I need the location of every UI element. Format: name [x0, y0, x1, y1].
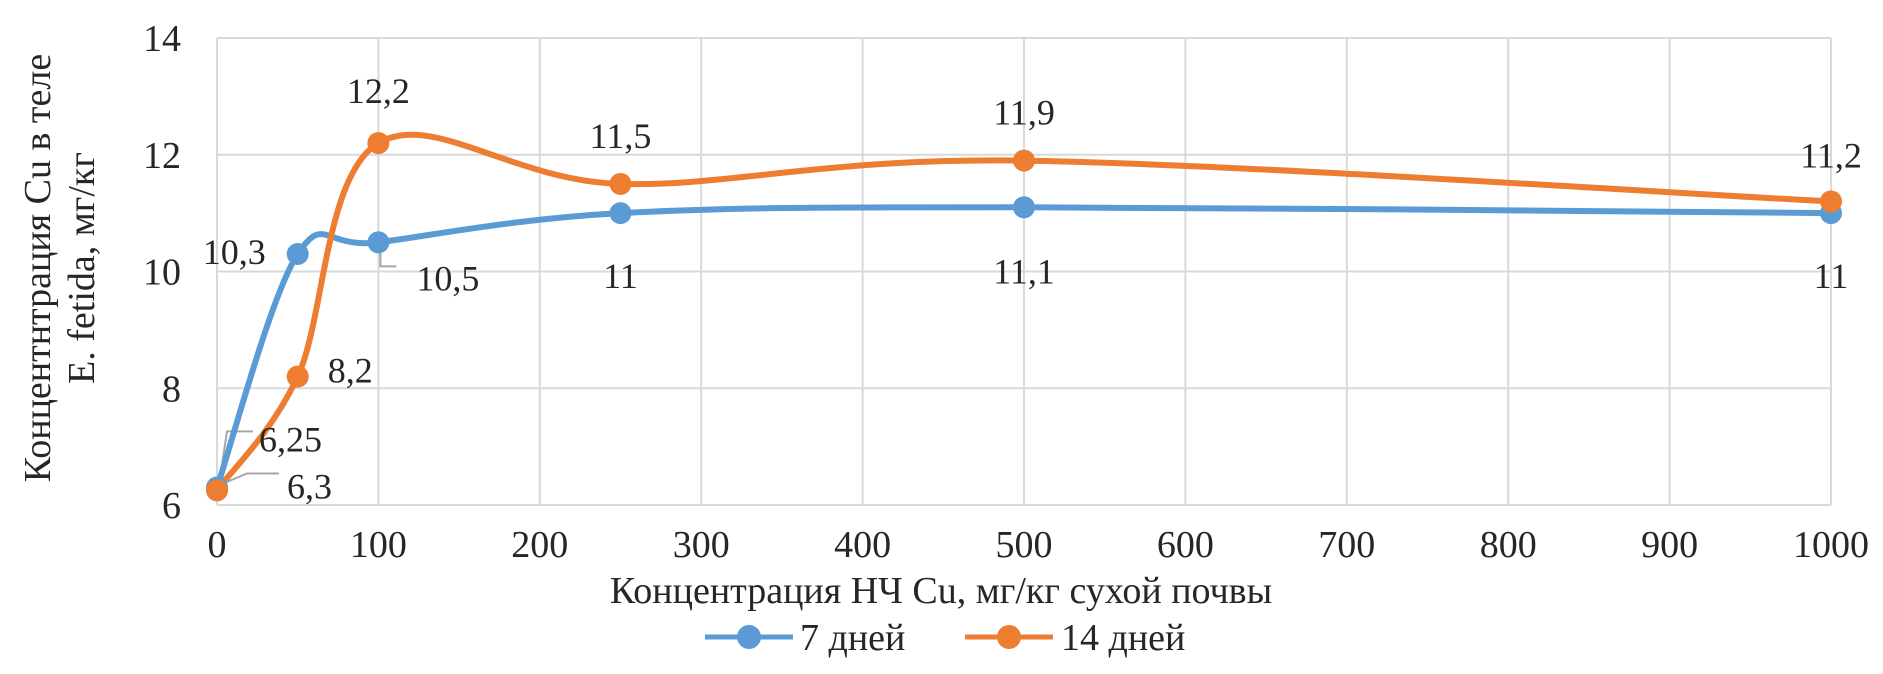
- data-label-series-2: 11,9: [993, 93, 1055, 133]
- y-tick-label: 6: [162, 485, 181, 527]
- data-label-series-2: 6,25: [259, 419, 322, 459]
- leader-line: [222, 472, 279, 485]
- data-label-series-2: 11,2: [1800, 135, 1862, 175]
- x-tick-label: 200: [511, 524, 568, 566]
- data-point-series-2: [1820, 190, 1842, 213]
- data-label-series-1: 6,3: [287, 466, 332, 506]
- x-tick-label: 400: [834, 524, 891, 566]
- data-label-series-1: 11,1: [993, 251, 1055, 291]
- data-label-series-1: 10,5: [416, 258, 479, 298]
- y-tick-label: 8: [162, 368, 181, 410]
- axis-ticks: 0 100 200 300 400 500 600 700 800 900 1000 6 8 10 12 14: [143, 18, 1869, 566]
- x-tick-label: 600: [1157, 524, 1214, 566]
- data-point-series-2: [609, 172, 632, 195]
- y-tick-label: 12: [143, 135, 181, 177]
- data-label-series-2: 11,5: [590, 116, 652, 156]
- y-axis-title-line-1: Концентнтрация Cu в теле: [17, 54, 59, 482]
- leader-line: [379, 250, 397, 268]
- x-tick-label: 900: [1641, 524, 1698, 566]
- data-labels: 6,3 10,3 10,5 11 11,1 11 6,258,2 12,2 11,5 11,9 11…: [203, 71, 1862, 506]
- x-tick-label: 100: [350, 524, 407, 566]
- legend-label-series-2: 14 дней: [1061, 617, 1185, 659]
- data-label-series-1: 10,3: [203, 232, 266, 272]
- x-tick-label: 800: [1480, 524, 1537, 566]
- x-tick-label: 0: [208, 524, 227, 566]
- data-point-series-1: [1013, 196, 1035, 219]
- legend-swatch-marker: [997, 625, 1021, 649]
- y-tick-label: 14: [143, 18, 181, 60]
- x-tick-label: 700: [1318, 524, 1375, 566]
- data-label-series-1: 11: [1814, 256, 1849, 296]
- data-point-series-2: [286, 365, 309, 388]
- x-tick-label: 300: [673, 524, 730, 566]
- y-axis-title-line-2: E. fetida, мг/кг: [61, 152, 103, 384]
- x-axis-title: Концентрация НЧ Cu, мг/кг сухой почвы: [610, 570, 1272, 612]
- data-point-series-2: [1013, 149, 1035, 172]
- data-point-series-1: [286, 242, 309, 265]
- y-tick-label: 10: [143, 252, 181, 294]
- data-point-series-2: [367, 132, 390, 155]
- x-tick-label: 500: [996, 524, 1053, 566]
- data-label-series-2: 12,2: [347, 71, 410, 111]
- data-label-series-1: 11: [603, 256, 638, 296]
- y-axis-title: Концентнтрация Cu в теле E. fetida, мг/к…: [17, 54, 103, 482]
- legend-item-series-2: 14 дней: [965, 617, 1185, 659]
- data-point-series-1: [367, 231, 390, 254]
- x-tick-label: 1000: [1793, 524, 1869, 566]
- data-point-series-1: [609, 202, 632, 225]
- data-label-series-2: 8,2: [328, 351, 373, 391]
- legend-item-series-1: 7 дней: [705, 617, 905, 659]
- data-point-series-2: [206, 479, 228, 502]
- grid: [216, 37, 1832, 506]
- series-markers: [206, 132, 1842, 502]
- legend: 7 дней 14 дней: [705, 617, 1185, 659]
- legend-label-series-1: 7 дней: [800, 617, 905, 659]
- legend-swatch-marker: [737, 625, 761, 649]
